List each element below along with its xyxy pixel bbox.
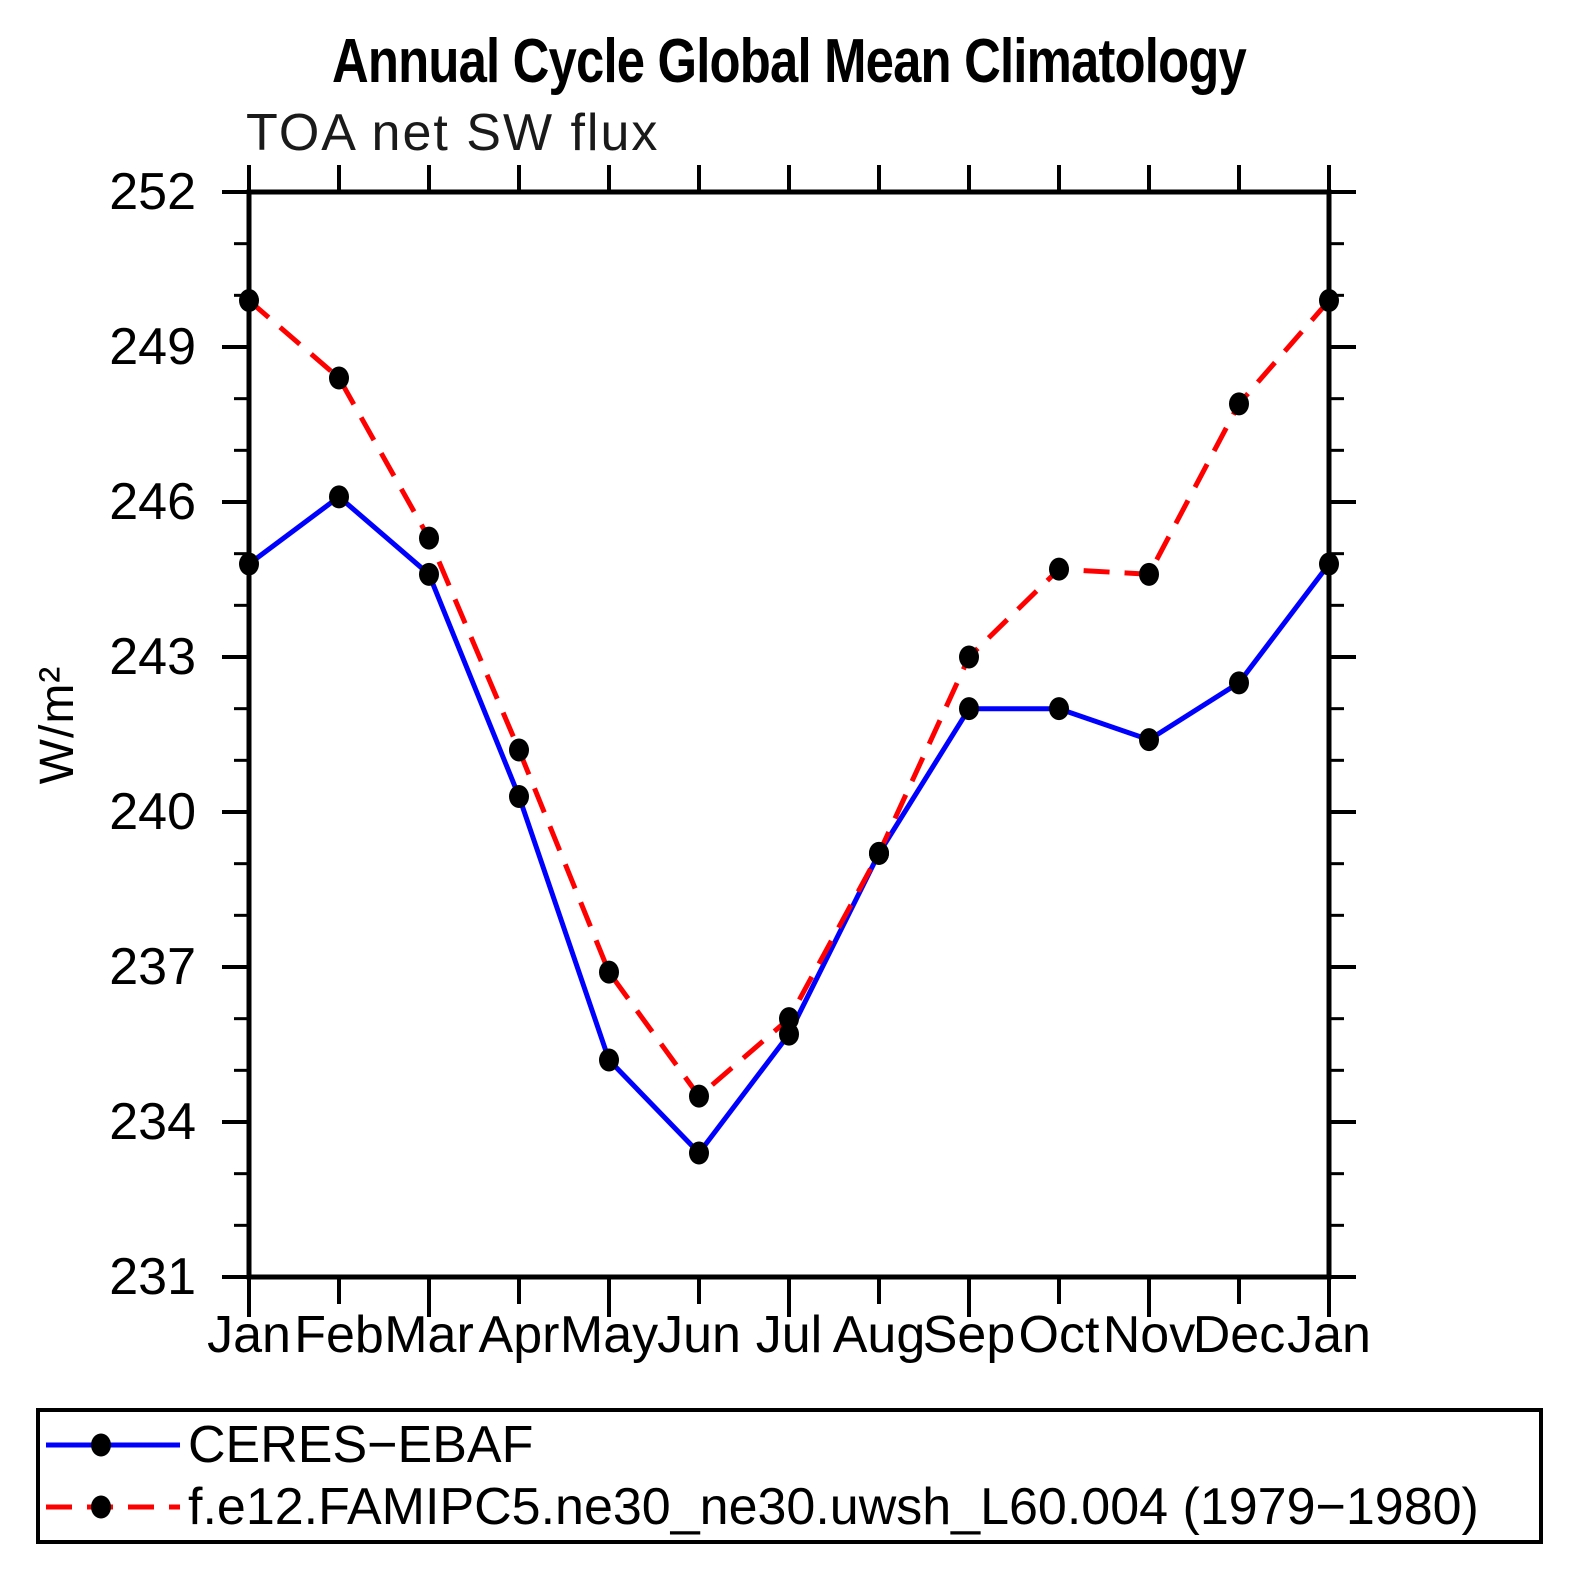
data-point-marker bbox=[1049, 557, 1069, 581]
data-point-marker bbox=[689, 1141, 709, 1165]
data-point-marker bbox=[1319, 289, 1339, 312]
x-tick-label: Apr bbox=[479, 1306, 560, 1364]
data-point-marker bbox=[1229, 671, 1249, 695]
data-point-marker bbox=[419, 562, 439, 586]
x-tick-label: Feb bbox=[294, 1306, 384, 1364]
legend-marker-icon bbox=[91, 1433, 111, 1457]
chart-title: Annual Cycle Global Mean Climatology bbox=[331, 27, 1247, 96]
data-point-marker bbox=[509, 738, 529, 762]
data-point-marker bbox=[509, 785, 529, 808]
x-tick-label: Nov bbox=[1103, 1306, 1195, 1364]
data-point-marker bbox=[1049, 697, 1069, 721]
legend-box: CERES−EBAF f.e12.FAMIPC5.ne30_ne30.uwsh_… bbox=[36, 1408, 1543, 1544]
legend-marker-icon bbox=[91, 1495, 111, 1519]
legend-label-observation: CERES−EBAF bbox=[188, 1416, 534, 1474]
y-tick-label: 243 bbox=[109, 628, 196, 686]
legend-line-sample bbox=[46, 1495, 180, 1519]
legend-item-model: f.e12.FAMIPC5.ne30_ne30.uwsh_L60.004 (19… bbox=[44, 1477, 1539, 1537]
data-point-marker bbox=[1229, 392, 1249, 416]
y-tick-label: 246 bbox=[109, 473, 196, 531]
x-tick-label: Dec bbox=[1193, 1306, 1285, 1364]
data-point-marker bbox=[1139, 562, 1159, 586]
x-tick-label: Jul bbox=[756, 1306, 822, 1364]
data-point-marker bbox=[689, 1084, 709, 1108]
series-line bbox=[247, 493, 1331, 1157]
data-point-marker bbox=[239, 289, 259, 312]
series-line bbox=[247, 298, 1331, 1100]
chart-subtitle: TOA net SW flux bbox=[246, 104, 660, 162]
x-tick-label: Jan bbox=[207, 1306, 291, 1364]
data-point-marker bbox=[599, 1048, 619, 1072]
data-point-marker bbox=[959, 645, 979, 669]
plot-border bbox=[246, 189, 1332, 1280]
data-point-marker bbox=[1319, 552, 1339, 576]
x-tick-label: Mar bbox=[384, 1306, 474, 1364]
x-tick-label: Oct bbox=[1019, 1306, 1100, 1364]
x-tick-label: Jan bbox=[1287, 1306, 1371, 1364]
data-point-marker bbox=[779, 1007, 799, 1031]
data-point-marker bbox=[959, 697, 979, 721]
y-tick-label: 231 bbox=[109, 1248, 196, 1306]
data-point-marker bbox=[419, 526, 439, 550]
y-tick-label: 252 bbox=[109, 163, 196, 221]
legend-item-observation: CERES−EBAF bbox=[44, 1415, 1539, 1475]
data-point-marker bbox=[329, 485, 349, 509]
data-point-marker bbox=[599, 960, 619, 984]
data-point-marker bbox=[239, 552, 259, 576]
data-point-marker bbox=[329, 366, 349, 390]
x-tick-label: May bbox=[560, 1306, 658, 1364]
data-point-marker bbox=[1139, 728, 1159, 752]
y-tick-label: 237 bbox=[109, 938, 196, 996]
x-tick-label: Sep bbox=[923, 1306, 1016, 1364]
data-point-marker bbox=[869, 841, 889, 865]
legend-label-model: f.e12.FAMIPC5.ne30_ne30.uwsh_L60.004 (19… bbox=[188, 1478, 1479, 1536]
legend-line-sample bbox=[46, 1433, 180, 1457]
x-tick-label: Aug bbox=[833, 1306, 926, 1364]
x-tick-label: Jun bbox=[657, 1306, 741, 1364]
y-tick-label: 234 bbox=[109, 1093, 196, 1151]
y-tick-label: 240 bbox=[109, 783, 196, 841]
y-tick-label: 249 bbox=[109, 318, 196, 376]
